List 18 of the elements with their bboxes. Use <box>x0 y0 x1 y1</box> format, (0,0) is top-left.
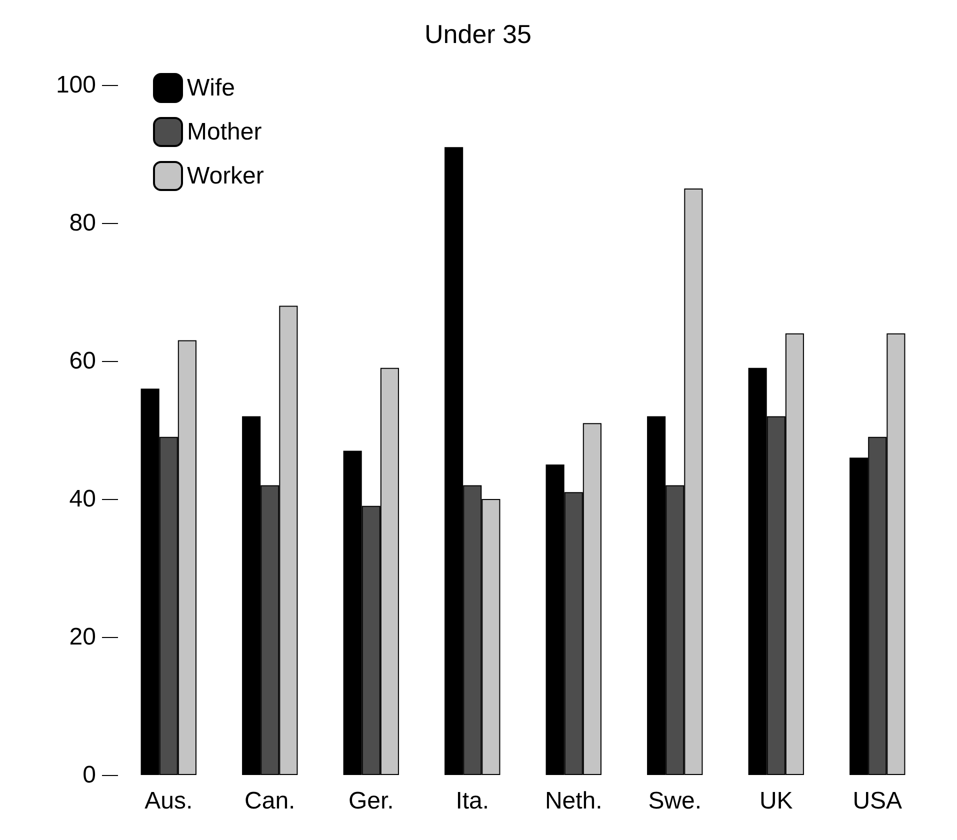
y-tick-label: 80 <box>69 210 96 236</box>
x-tick-label: Neth. <box>544 788 602 814</box>
x-tick-label: Can. <box>244 788 296 814</box>
legend-label: Mother <box>187 118 262 146</box>
legend-label: Worker <box>187 162 264 190</box>
y-tick-label: 100 <box>56 72 96 98</box>
x-tick-label: Swe. <box>648 788 702 814</box>
x-tick-label: Ita. <box>456 788 490 814</box>
chart-title: Under 35 <box>424 19 532 49</box>
y-tick-label: 60 <box>69 348 96 374</box>
x-tick-label: UK <box>759 788 793 814</box>
y-tick-label: 20 <box>69 624 96 650</box>
legend-label: Wife <box>187 74 235 102</box>
y-tick-label: 0 <box>82 762 96 788</box>
x-tick-label: Ger. <box>348 788 394 814</box>
x-tick-label: Aus. <box>144 788 193 814</box>
x-tick-label: USA <box>852 788 902 814</box>
y-tick-label: 40 <box>69 486 96 512</box>
